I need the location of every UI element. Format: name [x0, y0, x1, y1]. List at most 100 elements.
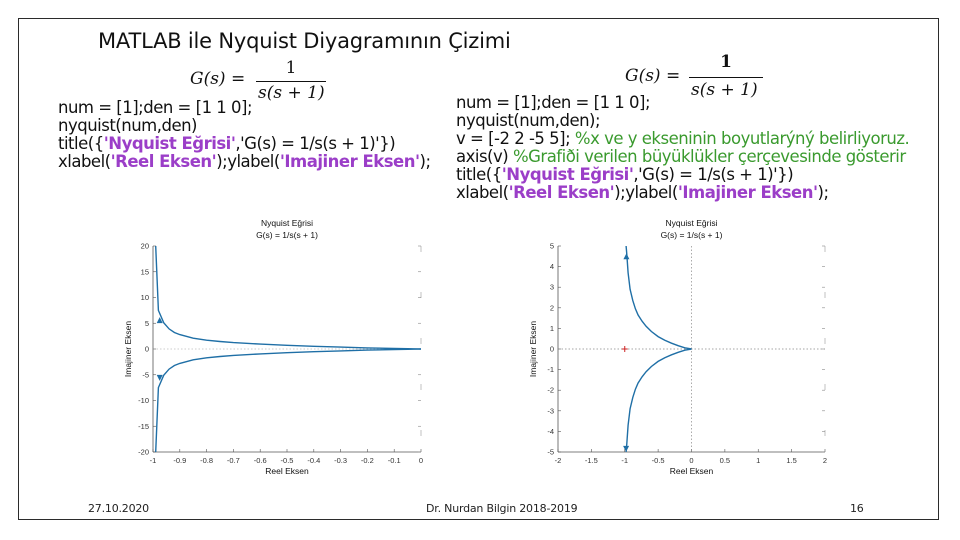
chart-subtitle: G(s) = 1/s(s + 1): [661, 230, 723, 240]
page-number: 16: [850, 502, 864, 515]
code-text: );ylabel(: [614, 183, 678, 202]
chart-x-tick-label: 2: [823, 456, 827, 465]
chart-y-tick-label: -3: [547, 406, 554, 415]
chart-y-tick-label: 0: [550, 345, 554, 354]
chart-x-label: Reel Eksen: [670, 466, 714, 476]
right-code-line: nyquist(num,den);: [456, 112, 909, 130]
chart-x-tick-label: -0.7: [227, 456, 240, 465]
chart-y-tick-label: -5: [142, 370, 149, 379]
chart-direction-arrow: [156, 317, 163, 324]
chart-direction-arrow: [156, 374, 163, 381]
chart-direction-arrow: [623, 253, 630, 260]
chart-title: Nyquist Eğrisi: [261, 218, 313, 228]
code-text: nyquist(num,den);: [456, 111, 601, 130]
chart-x-tick-label: -0.2: [361, 456, 374, 465]
chart-y-tick-label: -1: [547, 365, 554, 374]
chart-x-tick-label: -0.5: [652, 456, 665, 465]
chart-y-tick-label: 3: [550, 283, 554, 292]
right-code-line: v = [-2 2 -5 5]; %x ve y ekseninin boyut…: [456, 129, 910, 148]
footer-author: Dr. Nurdan Bilgin 2018-2019: [426, 502, 578, 515]
left-nyquist-chart: Nyquist Eğrisi G(s) = 1/s(s + 1) -1 -0.9 -0.…: [123, 218, 423, 476]
chart-x-tick-label: -0.9: [173, 456, 186, 465]
code-text: xlabel(: [456, 183, 509, 202]
right-code-line: axis(v) %Grafiði verilen büyüklükler çer…: [456, 148, 909, 166]
slide-title: MATLAB ile Nyquist Diyagramının Çizimi: [98, 29, 511, 53]
left-code-line: xlabel('Reel Eksen');ylabel('Imajiner Ek…: [58, 153, 431, 171]
chart-y-label: Imajiner Eksen: [123, 321, 133, 377]
chart-y-tick-label: -10: [138, 396, 149, 405]
right-code-line: xlabel('Reel Eksen');ylabel('Imajiner Ek…: [456, 184, 909, 202]
right-code-line: title({'Nyquist Eğrisi','G(s) = 1/s(s + …: [456, 166, 909, 184]
right-code-line: num = [1];den = [1 1 0];: [456, 94, 909, 112]
code-text: ,'G(s) = 1/s(s + 1)'}): [235, 134, 396, 153]
right-formula: G(s) = 1 s(s + 1): [625, 52, 770, 102]
chart-y-label: Imajiner Eksen: [528, 321, 538, 377]
chart-y-tick-label: 15: [141, 267, 149, 276]
chart-y-tick-label: 1: [550, 324, 554, 333]
chart-x-tick-label: -0.3: [334, 456, 347, 465]
chart-series-line: [625, 348, 692, 453]
code-comment: %x ve y ekseninin boyutlarýný belirliyor…: [574, 129, 910, 148]
chart-x-tick-label: 1.5: [786, 456, 796, 465]
chart-y-tick-label: 5: [145, 319, 149, 328]
chart-y-tick-label: 4: [550, 262, 554, 271]
chart-y-tick-label: 5: [550, 242, 554, 251]
left-formula-lhs: G(s) =: [190, 69, 246, 89]
chart-y-tick-label: 0: [145, 345, 149, 354]
slide-frame: [18, 18, 939, 520]
chart-x-tick-label: 0.5: [720, 456, 730, 465]
right-nyquist-chart: Nyquist Eğrisi G(s) = 1/s(s + 1) -2 -1.5 -1 -…: [528, 218, 827, 476]
chart-series-line: [155, 245, 422, 350]
left-code-block: num = [1];den = [1 1 0]; nyquist(num,den)…: [58, 99, 431, 171]
left-formula-denominator: s(s + 1): [258, 83, 325, 103]
left-code-line: nyquist(num,den): [58, 117, 431, 135]
chart-x-label: Reel Eksen: [265, 466, 309, 476]
chart-x-tick-label: -2: [555, 456, 562, 465]
right-formula-bar: [689, 77, 763, 79]
code-text: v = [-2 2 -5 5];: [456, 129, 575, 148]
chart-x-tick-label: -1: [621, 456, 628, 465]
left-code-line: title({'Nyquist Eğrisi','G(s) = 1/s(s + …: [58, 135, 431, 153]
chart-y-tick-label: 20: [141, 242, 149, 251]
code-string: 'Nyquist Eğrisi': [103, 134, 236, 153]
code-string: 'Reel Eksen': [110, 152, 217, 171]
left-formula-numerator: 1: [285, 58, 297, 78]
code-string: 'Imajiner Eksen': [677, 183, 818, 202]
code-comment: %Grafiði verilen büyüklükler çerçevesind…: [512, 147, 906, 166]
chart-x-tick-label: -1.5: [585, 456, 598, 465]
chart-y-tick-label: -20: [138, 448, 149, 457]
chart-x-tick-label: 1: [756, 456, 760, 465]
right-code-block: num = [1];den = [1 1 0]; nyquist(num,den)…: [456, 94, 910, 202]
chart-series-line: [155, 348, 422, 453]
chart-y-tick-label: 10: [141, 293, 149, 302]
code-text: ,'G(s) = 1/s(s + 1)'}): [633, 165, 794, 184]
footer-date: 27.10.2020: [88, 502, 149, 515]
chart-x-tick-label: 0: [689, 456, 693, 465]
code-string: 'Reel Eksen': [508, 183, 615, 202]
chart-x-tick-label: -0.8: [200, 456, 213, 465]
left-formula: G(s) = 1 s(s + 1): [190, 58, 330, 108]
code-text: title({: [456, 165, 502, 184]
code-string: 'Nyquist Eğrisi': [501, 165, 634, 184]
chart-y-tick-label: -15: [138, 422, 149, 431]
chart-direction-arrow: [623, 445, 630, 452]
chart-x-tick-label: -0.5: [281, 456, 294, 465]
chart-x-tick-label: 0: [419, 456, 423, 465]
chart-x-tick-label: -0.4: [307, 456, 320, 465]
left-formula-bar: [256, 81, 326, 83]
right-formula-numerator: 1: [720, 52, 732, 72]
chart-y-tick-label: -2: [547, 386, 554, 395]
chart-x-tick-label: -1: [150, 456, 157, 465]
code-text: xlabel(: [58, 152, 111, 171]
code-text: );ylabel(: [216, 152, 280, 171]
chart-subtitle: G(s) = 1/s(s + 1): [256, 230, 318, 240]
right-formula-lhs: G(s) =: [625, 66, 681, 86]
left-code-line: num = [1];den = [1 1 0];: [58, 99, 431, 117]
chart-x-tick-label: -0.6: [254, 456, 267, 465]
chart-y-tick-label: 2: [550, 303, 554, 312]
chart-series-line: [625, 245, 692, 350]
chart-y-tick-label: -5: [547, 448, 554, 457]
right-formula-denominator: s(s + 1): [691, 80, 758, 100]
code-text: title({: [58, 134, 104, 153]
code-string: 'Imajiner Eksen': [279, 152, 420, 171]
